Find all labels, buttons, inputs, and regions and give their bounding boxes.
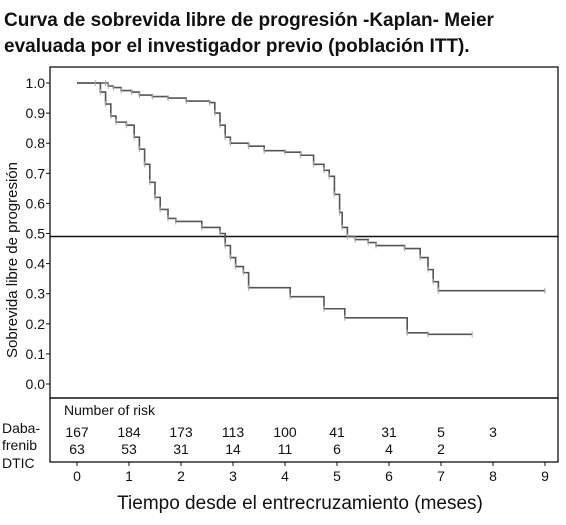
y-tick-label: 0.9 (26, 105, 46, 121)
risk-value: 113 (222, 424, 245, 440)
risk-row-label: DTIC (2, 455, 35, 471)
x-axis-ticks: 0 1 2 3 4 5 6 7 8 9 (73, 462, 549, 484)
x-tick-label: 8 (489, 468, 497, 484)
chart-title-line-1: Curva de sobrevida libre de progresión -… (4, 10, 495, 31)
risk-value: 4 (385, 441, 393, 457)
risk-value: 100 (273, 424, 297, 440)
y-tick-label: 0.5 (26, 226, 46, 242)
x-tick-label: 4 (281, 468, 289, 484)
risk-value: 5 (437, 424, 445, 440)
risk-table-rows: 167 184 173 113 100 41 31 5 363 53 31 14 11 6 4 2Daba-f… (2, 420, 497, 471)
x-tick-label: 3 (229, 468, 237, 484)
x-tick-label: 0 (73, 468, 81, 484)
km-curve-2 (77, 82, 473, 336)
risk-value: 53 (121, 441, 137, 457)
x-tick-label: 1 (125, 468, 133, 484)
risk-value: 2 (437, 441, 445, 457)
y-tick-label: 1.0 (26, 75, 46, 91)
risk-value: 14 (225, 441, 241, 457)
risk-value: 31 (381, 424, 397, 440)
risk-value: 11 (278, 441, 293, 457)
y-tick-label: 0.4 (26, 256, 46, 272)
y-axis-ticks: 0.0 0.1 0.2 0.3 0.4 0.5 0.6 0.7 0.8 0.9 1.0 (26, 75, 50, 392)
y-tick-label: 0.0 (26, 376, 46, 392)
risk-value: 173 (169, 424, 193, 440)
x-axis-title: Tiempo desde el entrecruzamiento (meses) (117, 493, 483, 514)
plot-frame (49, 66, 559, 399)
risk-value: 6 (333, 441, 341, 457)
y-tick-label: 0.8 (26, 135, 46, 151)
y-tick-label: 0.3 (26, 286, 46, 302)
survival-curves (77, 80, 546, 338)
y-tick-label: 0.2 (26, 316, 46, 332)
x-tick-label: 7 (437, 468, 445, 484)
y-axis-title: Sobrevida libre de progresión (4, 162, 21, 358)
x-tick-label: 5 (333, 468, 341, 484)
x-tick-label: 2 (177, 468, 185, 484)
y-tick-label: 0.1 (26, 346, 46, 362)
risk-row-label: Daba- (2, 420, 40, 436)
risk-table-frame (49, 397, 559, 463)
risk-value: 3 (489, 424, 497, 440)
risk-value: 63 (69, 441, 85, 457)
x-tick-label: 9 (541, 468, 549, 484)
x-tick-label: 6 (385, 468, 393, 484)
risk-value: 184 (117, 424, 141, 440)
chart-title-line-2: evaluada por el investigador previo (pob… (4, 36, 470, 57)
risk-table-title: Number of risk (64, 402, 156, 418)
y-tick-label: 0.6 (26, 195, 46, 211)
risk-value: 41 (329, 424, 345, 440)
risk-value: 31 (173, 441, 189, 457)
y-tick-label: 0.7 (26, 165, 46, 181)
risk-value: 167 (65, 424, 89, 440)
km-curve-1 (77, 82, 545, 292)
risk-row-label: frenib (2, 437, 37, 453)
